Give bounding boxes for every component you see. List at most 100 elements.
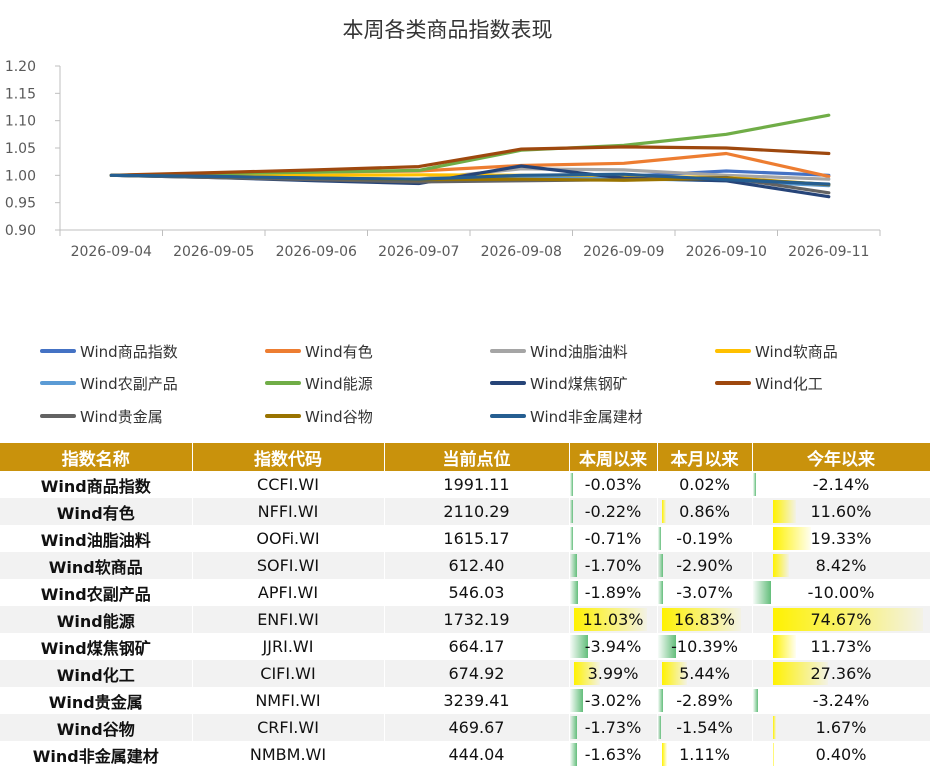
- cell-month: -3.07%: [657, 579, 753, 606]
- cell-point-text: 1615.17: [443, 529, 510, 548]
- cell-name: Wind谷物: [0, 714, 193, 741]
- cell-ytd-text: 11.60%: [810, 502, 872, 521]
- cell-point-text: 1732.19: [443, 610, 510, 629]
- cell-point: 664.17: [384, 633, 570, 660]
- cell-ytd-text: -3.24%: [812, 691, 870, 710]
- cell-ytd: 1.67%: [752, 714, 930, 741]
- table-row: Wind农副产品 APFI.WI 546.03 -1.89% -3.07% -10.00%: [0, 579, 930, 606]
- data-bar: [569, 716, 578, 739]
- legend-item: Wind煤焦钢矿: [490, 372, 628, 394]
- x-tick-label: 2026-09-05: [173, 244, 254, 260]
- index-table: 指数名称 指数代码 当前点位 本周以来 本月以来 今年以来 Wind商品指数 CC…: [0, 443, 930, 768]
- legend-swatch: [490, 349, 526, 353]
- cell-code: OOFi.WI: [192, 525, 385, 552]
- legend-label: Wind非金属建材: [530, 407, 643, 426]
- x-tick-label: 2026-09-07: [378, 244, 459, 260]
- y-tick-label: 0.95: [5, 196, 36, 212]
- cell-month: -1.54%: [657, 714, 753, 741]
- legend-label: Wind能源: [305, 374, 373, 393]
- data-bar: [573, 662, 601, 685]
- cell-name-text: Wind贵金属: [48, 692, 143, 712]
- legend-swatch: [265, 414, 301, 418]
- cell-month: 5.44%: [657, 660, 753, 687]
- cell-point: 612.40: [384, 552, 570, 579]
- legend-swatch: [715, 349, 751, 353]
- cell-name-text: Wind化工: [56, 665, 135, 685]
- x-tick-label: 2026-09-09: [583, 244, 664, 260]
- cell-ytd: -2.14%: [752, 471, 930, 498]
- data-bar: [573, 608, 648, 631]
- header-month: 本月以来: [657, 443, 753, 471]
- cell-week: -1.63%: [569, 741, 658, 768]
- cell-week-text: 3.99%: [587, 664, 639, 683]
- cell-point-text: 1991.11: [443, 475, 510, 494]
- cell-month-text: 1.11%: [679, 745, 730, 764]
- cell-week-text: 11.03%: [582, 610, 644, 629]
- series-line: [109, 113, 831, 177]
- cell-ytd-text: 0.40%: [815, 745, 867, 764]
- cell-name: Wind能源: [0, 606, 193, 633]
- cell-week: -1.73%: [569, 714, 658, 741]
- cell-month-text: -2.89%: [676, 691, 733, 710]
- data-bar: [772, 554, 790, 577]
- table-row: Wind化工 CIFI.WI 674.92 3.99% 5.44% 27.36%: [0, 660, 930, 687]
- legend-item: Wind化工: [715, 372, 823, 394]
- cell-code-text: ENFI.WI: [257, 610, 319, 629]
- cell-ytd: 8.42%: [752, 552, 930, 579]
- cell-code: NMFI.WI: [192, 687, 385, 714]
- data-bar: [657, 635, 676, 658]
- data-bar: [661, 500, 666, 523]
- cell-week: -0.03%: [569, 471, 658, 498]
- cell-point: 1732.19: [384, 606, 570, 633]
- data-bar: [569, 500, 573, 523]
- data-bar: [569, 554, 578, 577]
- data-bar: [772, 608, 923, 631]
- cell-point-text: 612.40: [448, 556, 505, 575]
- cell-code: NFFI.WI: [192, 498, 385, 525]
- table-row: Wind非金属建材 NMBM.WI 444.04 -1.63% 1.11% 0.40%: [0, 741, 930, 768]
- cell-week: 11.03%: [569, 606, 658, 633]
- cell-month: 16.83%: [657, 606, 753, 633]
- cell-point: 1991.11: [384, 471, 570, 498]
- cell-point-text: 674.92: [448, 664, 505, 683]
- cell-point: 674.92: [384, 660, 570, 687]
- header-point: 当前点位: [384, 443, 570, 471]
- data-bar: [569, 581, 579, 604]
- cell-code-text: APFI.WI: [257, 583, 319, 602]
- data-bar: [772, 716, 776, 739]
- cell-name: Wind贵金属: [0, 687, 193, 714]
- header-code: 指数代码: [192, 443, 385, 471]
- legend-item: Wind谷物: [265, 405, 373, 427]
- cell-ytd-text: 8.42%: [815, 556, 867, 575]
- data-bar: [657, 554, 663, 577]
- cell-month: -0.19%: [657, 525, 753, 552]
- legend-item: Wind油脂油料: [490, 340, 628, 362]
- cell-ytd: 74.67%: [752, 606, 930, 633]
- cell-week-text: -1.70%: [584, 556, 642, 575]
- table-row: Wind软商品 SOFI.WI 612.40 -1.70% -2.90% 8.42%: [0, 552, 930, 579]
- cell-week: -0.71%: [569, 525, 658, 552]
- legend-swatch: [40, 414, 76, 418]
- cell-point: 546.03: [384, 579, 570, 606]
- cell-name-text: Wind谷物: [56, 719, 135, 739]
- cell-name-text: Wind油脂油料: [40, 530, 151, 550]
- data-bar: [772, 662, 828, 685]
- cell-name-text: Wind非金属建材: [32, 746, 159, 766]
- legend-swatch: [490, 414, 526, 418]
- x-tick-label: 2026-09-08: [481, 244, 562, 260]
- cell-point-text: 469.67: [448, 718, 505, 737]
- y-tick-label: 1.05: [5, 141, 36, 157]
- cell-point: 444.04: [384, 741, 570, 768]
- cell-week-text: -1.89%: [584, 583, 642, 602]
- cell-month-text: 0.02%: [679, 475, 730, 494]
- cell-code-text: CRFI.WI: [257, 718, 319, 737]
- cell-week-text: -1.63%: [584, 745, 642, 764]
- cell-name-text: Wind农副产品: [40, 584, 151, 604]
- cell-point-text: 546.03: [448, 583, 505, 602]
- data-bar: [752, 689, 759, 712]
- cell-name-text: Wind软商品: [48, 557, 143, 577]
- cell-ytd-text: -10.00%: [807, 583, 875, 602]
- cell-week-text: -0.03%: [584, 475, 642, 494]
- cell-ytd: 0.40%: [752, 741, 930, 768]
- cell-ytd: -10.00%: [752, 579, 930, 606]
